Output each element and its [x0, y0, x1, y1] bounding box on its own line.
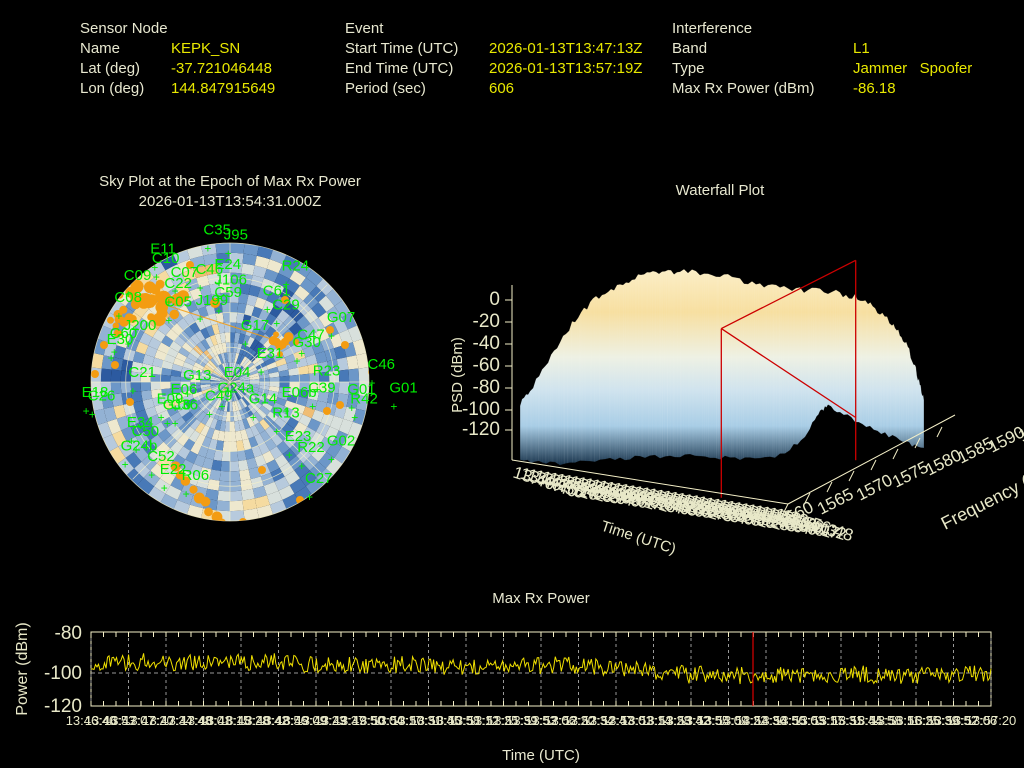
svg-text:+: +	[164, 417, 171, 431]
svg-text:+: +	[328, 453, 335, 467]
svg-text:C21: C21	[128, 364, 156, 381]
svg-text:Power (dBm): Power (dBm)	[14, 622, 31, 715]
svg-text:+: +	[183, 487, 190, 501]
svg-text:R22: R22	[297, 439, 325, 456]
svg-text:+: +	[89, 407, 96, 421]
svg-text:-100: -100	[44, 663, 82, 684]
svg-text:G01: G01	[389, 380, 417, 397]
svg-text:PSD (dBm): PSD (dBm)	[449, 337, 466, 413]
svg-text:Waterfall Plot: Waterfall Plot	[676, 182, 765, 199]
svg-text:+: +	[328, 329, 335, 343]
svg-text:0: 0	[489, 289, 500, 310]
svg-text:G17: G17	[241, 317, 269, 334]
svg-text:C49: C49	[205, 387, 233, 404]
svg-text:+: +	[351, 410, 358, 424]
svg-text:-20: -20	[473, 311, 500, 332]
svg-text:C27: C27	[305, 470, 333, 487]
svg-text:+: +	[258, 365, 265, 379]
svg-text:+: +	[286, 448, 293, 462]
svg-text:+: +	[197, 312, 204, 326]
svg-text:-80: -80	[473, 377, 500, 398]
svg-text:+: +	[204, 242, 211, 256]
svg-text:-40: -40	[473, 333, 500, 354]
svg-text:+: +	[250, 410, 257, 424]
svg-text:+: +	[273, 425, 280, 439]
svg-text:+: +	[153, 270, 160, 284]
svg-text:+: +	[165, 314, 172, 328]
svg-text:-60: -60	[473, 355, 500, 376]
svg-text:G30: G30	[293, 334, 321, 351]
svg-text:1565: 1565	[814, 484, 856, 518]
svg-text:E04: E04	[224, 364, 251, 381]
svg-text:+: +	[306, 490, 313, 504]
svg-text:C26: C26	[88, 387, 116, 404]
svg-text:C22: C22	[164, 275, 192, 292]
svg-text:Time (UTC): Time (UTC)	[599, 518, 678, 558]
svg-text:+: +	[108, 351, 115, 365]
svg-text:+: +	[264, 303, 271, 317]
svg-text:+: +	[242, 337, 249, 351]
svg-text:G02: G02	[327, 433, 355, 450]
svg-text:E31: E31	[257, 345, 284, 362]
svg-text:E30: E30	[107, 331, 134, 348]
svg-text:E06b: E06b	[282, 384, 317, 401]
svg-text:+: +	[309, 400, 316, 414]
svg-text:+: +	[115, 309, 122, 323]
svg-text:-100: -100	[462, 399, 500, 420]
svg-text:+: +	[148, 468, 155, 482]
svg-text:C36: C36	[171, 397, 199, 414]
svg-text:R24: R24	[282, 258, 310, 275]
svg-text:+: +	[294, 354, 301, 368]
svg-text:13:57:20: 13:57:20	[966, 713, 1017, 728]
svg-text:G07: G07	[327, 309, 355, 326]
svg-text:C09: C09	[124, 267, 152, 284]
svg-text:C59: C59	[214, 284, 242, 301]
svg-text:+: +	[129, 384, 136, 398]
svg-text:-80: -80	[55, 623, 82, 644]
svg-text:C46: C46	[368, 356, 396, 373]
svg-text:+: +	[161, 481, 168, 495]
svg-text:C29: C29	[272, 297, 300, 314]
svg-text:J95: J95	[224, 226, 248, 243]
svg-text:+: +	[122, 457, 129, 471]
svg-text:R13: R13	[272, 405, 300, 422]
svg-text:R23: R23	[313, 362, 341, 379]
svg-text:C08: C08	[114, 289, 142, 306]
svg-text:R06: R06	[182, 467, 210, 484]
svg-text:C05: C05	[164, 294, 192, 311]
svg-text:Max Rx Power: Max Rx Power	[492, 590, 590, 607]
svg-text:+: +	[206, 407, 213, 421]
svg-text:+: +	[172, 417, 179, 431]
svg-text:+: +	[390, 400, 397, 414]
svg-text:Time (UTC): Time (UTC)	[502, 747, 580, 764]
svg-text:-120: -120	[462, 419, 500, 440]
svg-text:R42: R42	[350, 390, 378, 407]
svg-text:E24: E24	[214, 256, 241, 273]
svg-text:+: +	[273, 317, 280, 331]
